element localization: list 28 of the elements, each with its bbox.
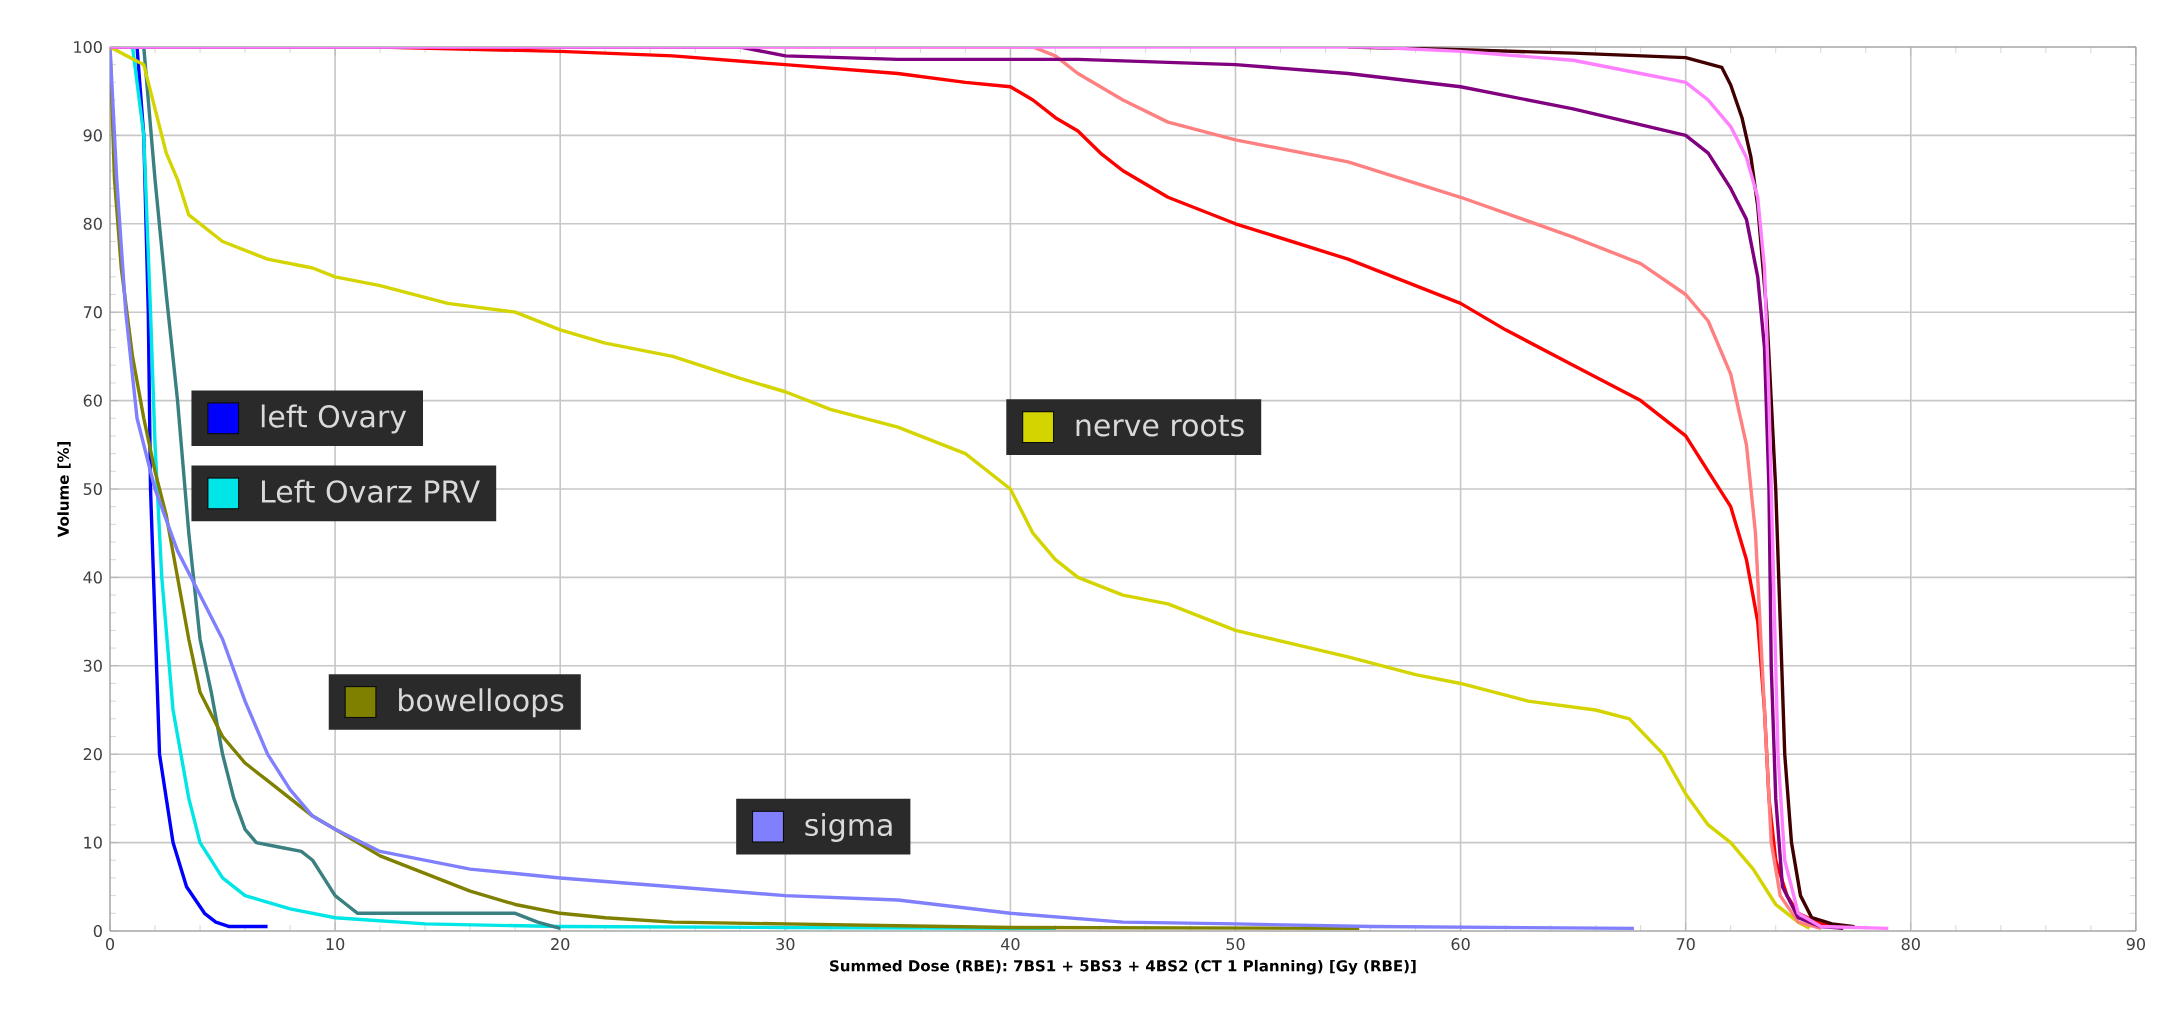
x-axis-title: Summed Dose (RBE): 7BS1 + 5BS3 + 4BS2 (CT 1 Planning) [Gy (RBE)] (830, 959, 1416, 975)
y-tick-label: 20 (83, 748, 102, 761)
y-tick-label: 40 (83, 571, 102, 584)
y-axis-title: Volume [%] (57, 441, 71, 538)
x-tick-label: 10 (326, 938, 345, 951)
x-tick-label: 50 (1226, 938, 1245, 951)
y-tick-label: 10 (84, 836, 102, 849)
x-tick-label: 30 (776, 938, 795, 951)
y-tick-label: 60 (83, 394, 102, 407)
legend-label: nerve roots (1076, 415, 1244, 437)
x-tick-label: 20 (551, 938, 570, 951)
x-tick-label: 40 (1001, 938, 1020, 951)
y-tick-label: 50 (83, 482, 102, 496)
x-tick-label: 60 (1451, 938, 1470, 951)
y-tick-label: 30 (83, 659, 102, 672)
x-tick-label: 70 (1676, 938, 1695, 951)
y-tick-label: 100 (74, 40, 102, 54)
y-tick-label: 0 (93, 924, 102, 938)
y-tick-label: 90 (83, 129, 102, 142)
x-tick-label: 80 (1901, 938, 1920, 951)
legend-label: sigma (805, 812, 892, 842)
legend-label: left Ovary (261, 404, 407, 434)
legend-label: Left Ovarz PRV (261, 479, 480, 503)
y-tick-label: 70 (83, 306, 102, 319)
y-tick-label: 80 (83, 217, 102, 230)
legend-label: bowelloops (399, 688, 564, 718)
x-tick-label: 0 (105, 938, 115, 951)
x-tick-label: 90 (2126, 938, 2146, 951)
